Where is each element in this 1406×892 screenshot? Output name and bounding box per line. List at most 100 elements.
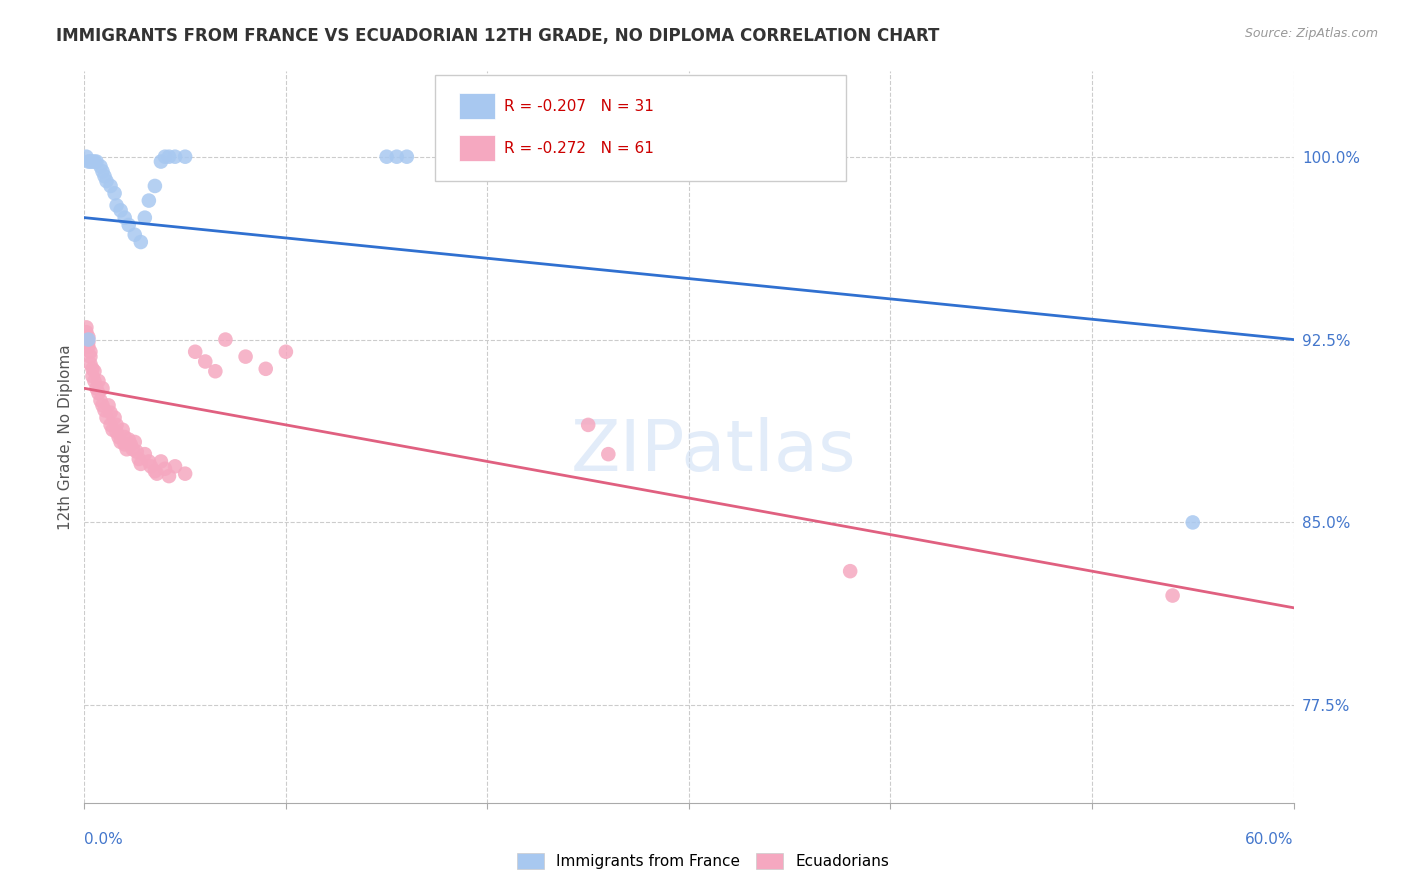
Point	[91, 164, 114, 178]
Point	[138, 194, 160, 208]
Point	[157, 150, 180, 164]
Point	[114, 437, 136, 451]
Point	[87, 374, 110, 388]
Point	[82, 154, 104, 169]
Point	[97, 398, 120, 412]
Point	[93, 169, 115, 184]
Point	[235, 350, 257, 364]
Point	[91, 381, 114, 395]
Point	[576, 417, 599, 432]
Point	[83, 374, 105, 388]
Point	[157, 469, 180, 483]
Point	[101, 423, 124, 437]
Point	[110, 434, 132, 449]
Point	[79, 344, 101, 359]
Point	[75, 320, 97, 334]
Point	[143, 178, 166, 193]
Point	[87, 386, 110, 401]
Point	[118, 218, 141, 232]
Point	[184, 344, 207, 359]
Text: 60.0%: 60.0%	[1246, 832, 1294, 847]
Point	[134, 447, 156, 461]
Point	[75, 325, 97, 339]
Point	[174, 467, 197, 481]
Point	[79, 350, 101, 364]
Text: R = -0.272   N = 61: R = -0.272 N = 61	[503, 141, 654, 156]
Point	[105, 425, 128, 440]
Point	[274, 344, 297, 359]
Point	[104, 186, 127, 201]
Point	[115, 442, 138, 457]
FancyBboxPatch shape	[460, 94, 495, 119]
Point	[395, 150, 418, 164]
Point	[86, 154, 108, 169]
Point	[93, 403, 115, 417]
Point	[124, 227, 146, 242]
Legend: Immigrants from France, Ecuadorians: Immigrants from France, Ecuadorians	[510, 847, 896, 875]
Point	[204, 364, 226, 378]
Point	[105, 417, 128, 432]
Point	[83, 364, 105, 378]
Point	[111, 423, 134, 437]
Point	[139, 459, 162, 474]
Point	[214, 333, 236, 347]
Point	[82, 361, 104, 376]
Point	[100, 178, 122, 193]
Point	[254, 361, 277, 376]
Point	[83, 154, 105, 169]
Point	[165, 459, 187, 474]
Point	[110, 203, 132, 218]
Point	[120, 437, 142, 451]
Point	[79, 154, 101, 169]
Point	[153, 150, 176, 164]
Point	[1181, 516, 1204, 530]
Point	[89, 393, 111, 408]
Point	[194, 354, 217, 368]
Point	[839, 564, 862, 578]
Point	[146, 467, 169, 481]
Point	[129, 235, 152, 249]
Point	[104, 410, 127, 425]
Point	[165, 150, 187, 164]
Point	[82, 369, 104, 384]
Point	[75, 150, 97, 164]
Point	[86, 381, 108, 395]
Point	[138, 454, 160, 468]
Point	[100, 406, 122, 420]
Point	[96, 174, 118, 188]
Point	[124, 434, 146, 449]
Point	[598, 447, 620, 461]
Point	[128, 452, 150, 467]
Point	[153, 462, 176, 476]
Point	[143, 464, 166, 478]
Point	[375, 150, 398, 164]
Text: IMMIGRANTS FROM FRANCE VS ECUADORIAN 12TH GRADE, NO DIPLOMA CORRELATION CHART: IMMIGRANTS FROM FRANCE VS ECUADORIAN 12T…	[56, 27, 939, 45]
Text: 0.0%: 0.0%	[84, 832, 124, 847]
Point	[96, 410, 118, 425]
Point	[89, 160, 111, 174]
Point	[129, 457, 152, 471]
Point	[121, 442, 143, 457]
Point	[105, 198, 128, 212]
Point	[100, 417, 122, 432]
Point	[134, 211, 156, 225]
Point	[149, 154, 172, 169]
Point	[77, 333, 100, 347]
FancyBboxPatch shape	[460, 135, 495, 161]
Point	[77, 334, 100, 349]
Point	[91, 398, 114, 412]
Point	[118, 433, 141, 447]
Point	[114, 430, 136, 444]
Point	[125, 444, 148, 458]
Point	[385, 150, 408, 164]
Point	[149, 454, 172, 468]
Text: ZIPatlas: ZIPatlas	[571, 417, 856, 486]
FancyBboxPatch shape	[434, 75, 846, 181]
Y-axis label: 12th Grade, No Diploma: 12th Grade, No Diploma	[58, 344, 73, 530]
Point	[107, 430, 129, 444]
Point	[174, 150, 197, 164]
Point	[77, 154, 100, 169]
Text: Source: ZipAtlas.com: Source: ZipAtlas.com	[1244, 27, 1378, 40]
Point	[1161, 589, 1184, 603]
Text: R = -0.207   N = 31: R = -0.207 N = 31	[503, 99, 654, 113]
